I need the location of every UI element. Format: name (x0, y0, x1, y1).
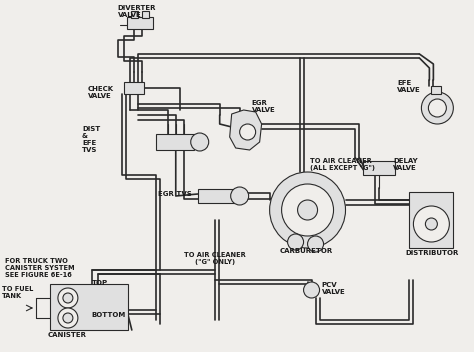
Circle shape (425, 218, 438, 230)
Circle shape (282, 184, 334, 236)
Circle shape (303, 282, 319, 298)
Circle shape (308, 236, 324, 252)
Circle shape (413, 206, 449, 242)
Circle shape (240, 124, 255, 140)
Circle shape (191, 133, 209, 151)
Bar (127, 17, 153, 29)
Text: PCV
VALVE: PCV VALVE (321, 282, 345, 295)
Circle shape (58, 308, 78, 328)
Text: TO AIR CLEANER
(ALL EXCEPT "G"): TO AIR CLEANER (ALL EXCEPT "G") (310, 158, 374, 171)
Text: EFE
VALVE: EFE VALVE (397, 80, 421, 93)
Circle shape (270, 172, 346, 248)
Text: CANISTER: CANISTER (48, 332, 87, 338)
Bar (198, 189, 234, 203)
Circle shape (231, 187, 249, 205)
Text: EGR TVS: EGR TVS (158, 191, 191, 197)
Circle shape (298, 200, 318, 220)
Polygon shape (230, 110, 262, 150)
Bar (124, 82, 144, 94)
Text: CARBURETOR: CARBURETOR (280, 248, 333, 254)
Bar (142, 11, 149, 18)
Bar (131, 11, 138, 18)
Circle shape (428, 99, 447, 117)
Text: CHECK
VALVE: CHECK VALVE (88, 86, 114, 99)
Text: FOR TRUCK TWO
CANISTER SYSTEM
SEE FIGURE 6E-16: FOR TRUCK TWO CANISTER SYSTEM SEE FIGURE… (5, 258, 74, 278)
Circle shape (288, 234, 303, 250)
Text: TO FUEL
TANK: TO FUEL TANK (2, 286, 33, 299)
Text: TO AIR CLEANER
("G" ONLY): TO AIR CLEANER ("G" ONLY) (184, 252, 246, 265)
Text: TOP: TOP (92, 280, 108, 286)
Text: BOTTOM: BOTTOM (92, 312, 126, 318)
Bar (156, 134, 194, 150)
Bar (364, 161, 395, 175)
Text: EGR
VALVE: EGR VALVE (252, 100, 275, 113)
Circle shape (421, 92, 453, 124)
Circle shape (63, 313, 73, 323)
Bar (50, 284, 128, 330)
Circle shape (58, 288, 78, 308)
Circle shape (63, 293, 73, 303)
Text: DISTRIBUTOR: DISTRIBUTOR (405, 250, 459, 256)
Bar (410, 192, 453, 248)
Text: DIVERTER
VALVE: DIVERTER VALVE (118, 5, 156, 18)
Bar (431, 86, 441, 94)
Text: DELAY
VALVE: DELAY VALVE (393, 158, 418, 171)
Text: DIST
&
EFE
TVS: DIST & EFE TVS (82, 126, 100, 153)
